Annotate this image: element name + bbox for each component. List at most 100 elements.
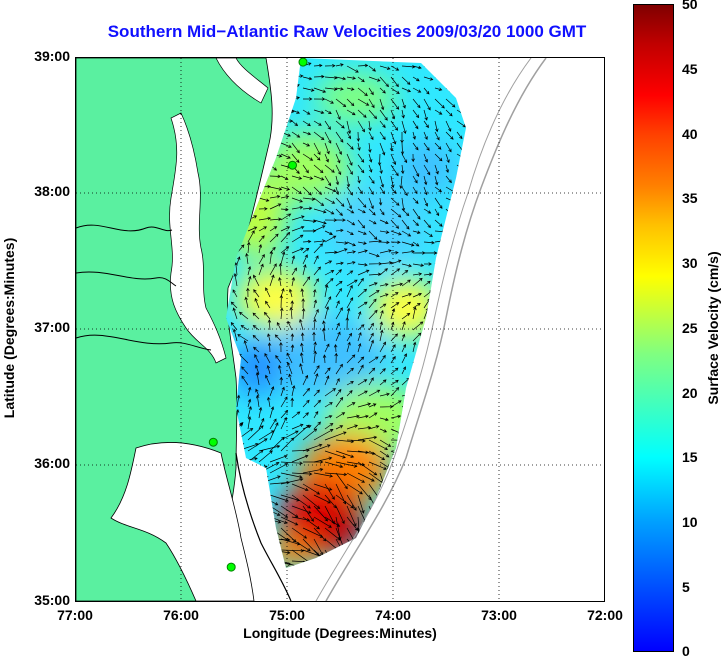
velocity-arrow bbox=[357, 175, 361, 184]
velocity-arrow bbox=[390, 387, 400, 397]
velocity-arrow bbox=[423, 272, 433, 277]
x-tick-2: 75:00 bbox=[269, 607, 305, 623]
velocity-arrow bbox=[468, 400, 476, 407]
velocity-arrow bbox=[313, 410, 319, 419]
velocity-arrow bbox=[357, 241, 367, 245]
velocity-arrow bbox=[456, 538, 461, 549]
velocity-arrow bbox=[390, 472, 398, 478]
velocity-arrow bbox=[379, 494, 384, 506]
velocity-arrow bbox=[334, 352, 338, 364]
velocity-arrow bbox=[324, 461, 344, 469]
colorbar-tick-10: 10 bbox=[682, 514, 698, 530]
velocity-arrow bbox=[346, 241, 356, 247]
velocity-arrow bbox=[336, 572, 356, 582]
velocity-arrow bbox=[389, 516, 394, 526]
colorbar bbox=[633, 4, 674, 652]
velocity-arrow bbox=[468, 388, 471, 396]
velocity-arrow bbox=[379, 417, 389, 422]
velocity-arrow bbox=[368, 98, 375, 109]
velocity-arrow bbox=[456, 87, 466, 91]
velocity-arrow bbox=[401, 549, 408, 561]
velocity-arrow bbox=[346, 332, 352, 342]
colorbar-tick-50: 50 bbox=[682, 0, 698, 12]
velocity-arrow bbox=[346, 354, 356, 364]
velocity-arrow bbox=[232, 307, 238, 320]
velocity-arrow bbox=[280, 58, 291, 67]
velocity-arrow bbox=[252, 325, 260, 331]
velocity-arrow bbox=[269, 436, 285, 452]
velocity-arrow bbox=[468, 436, 480, 440]
velocity-arrow bbox=[335, 98, 347, 108]
velocity-arrow bbox=[255, 371, 260, 386]
velocity-arrow bbox=[379, 538, 383, 547]
velocity-arrow bbox=[357, 402, 372, 408]
velocity-arrow bbox=[269, 174, 282, 179]
velocity-arrow bbox=[455, 362, 459, 375]
y-tick-1: 38:00 bbox=[34, 183, 70, 199]
velocity-arrow bbox=[401, 472, 410, 478]
velocity-arrow bbox=[300, 288, 304, 298]
velocity-arrow bbox=[468, 198, 480, 201]
velocity-arrow bbox=[379, 283, 389, 287]
velocity-arrow bbox=[269, 274, 275, 287]
velocity-arrow bbox=[302, 206, 313, 211]
velocity-arrow bbox=[269, 418, 277, 430]
velocity-arrow bbox=[434, 400, 445, 408]
velocity-arrow bbox=[368, 339, 375, 353]
velocity-arrow bbox=[412, 272, 423, 276]
velocity-arrow bbox=[423, 472, 434, 479]
velocity-arrow bbox=[401, 353, 407, 364]
map-plot-area[interactable] bbox=[75, 57, 605, 602]
velocity-arrow bbox=[258, 226, 268, 232]
velocity-arrow bbox=[412, 450, 420, 456]
velocity-arrow bbox=[368, 153, 373, 163]
velocity-arrow bbox=[280, 195, 290, 199]
velocity-arrow bbox=[390, 367, 399, 375]
velocity-arrow bbox=[368, 289, 380, 298]
velocity-arrow bbox=[445, 366, 450, 375]
x-tick-1: 76:00 bbox=[163, 607, 199, 623]
velocity-arrow bbox=[291, 247, 304, 254]
velocity-arrow bbox=[324, 306, 330, 320]
velocity-arrow bbox=[468, 561, 475, 572]
velocity-arrow bbox=[390, 131, 397, 145]
velocity-arrow bbox=[313, 175, 325, 181]
velocity-arrow bbox=[335, 197, 345, 207]
velocity-arrow bbox=[288, 288, 293, 298]
velocity-arrow bbox=[390, 400, 402, 408]
velocity-arrow bbox=[267, 342, 272, 353]
velocity-arrow bbox=[379, 142, 386, 156]
pamlico-sound bbox=[110, 442, 255, 601]
velocity-arrow bbox=[357, 87, 368, 97]
velocity-arrow bbox=[423, 175, 428, 186]
velocity-arrow bbox=[434, 98, 445, 109]
velocity-arrow bbox=[401, 219, 410, 230]
velocity-arrow bbox=[456, 228, 466, 232]
velocity-arrow bbox=[379, 219, 389, 225]
velocity-arrow bbox=[346, 250, 357, 254]
velocity-arrow bbox=[445, 219, 455, 224]
velocity-arrow bbox=[274, 334, 282, 342]
velocity-arrow bbox=[357, 63, 369, 68]
velocity-arrow bbox=[424, 262, 432, 266]
velocity-arrow bbox=[313, 225, 326, 232]
velocity-arrow bbox=[379, 428, 388, 433]
velocity-arrow bbox=[445, 461, 457, 470]
velocity-arrow bbox=[456, 560, 465, 568]
velocity-arrow bbox=[445, 279, 451, 287]
velocity-arrow bbox=[456, 413, 466, 419]
velocity-arrow bbox=[324, 260, 333, 265]
velocity-arrow bbox=[232, 289, 238, 298]
velocity-arrow bbox=[302, 109, 311, 115]
velocity-arrow bbox=[445, 414, 459, 419]
velocity-arrow bbox=[346, 494, 357, 511]
velocity-arrow bbox=[379, 98, 385, 111]
velocity-arrow bbox=[291, 186, 302, 195]
velocity-arrow bbox=[275, 355, 282, 364]
velocity-arrow bbox=[291, 483, 309, 492]
velocity-arrow bbox=[456, 74, 466, 78]
velocity-arrow bbox=[269, 217, 282, 221]
velocity-arrow bbox=[379, 87, 386, 94]
velocity-arrow bbox=[390, 302, 400, 309]
velocity-arrow bbox=[423, 439, 436, 445]
